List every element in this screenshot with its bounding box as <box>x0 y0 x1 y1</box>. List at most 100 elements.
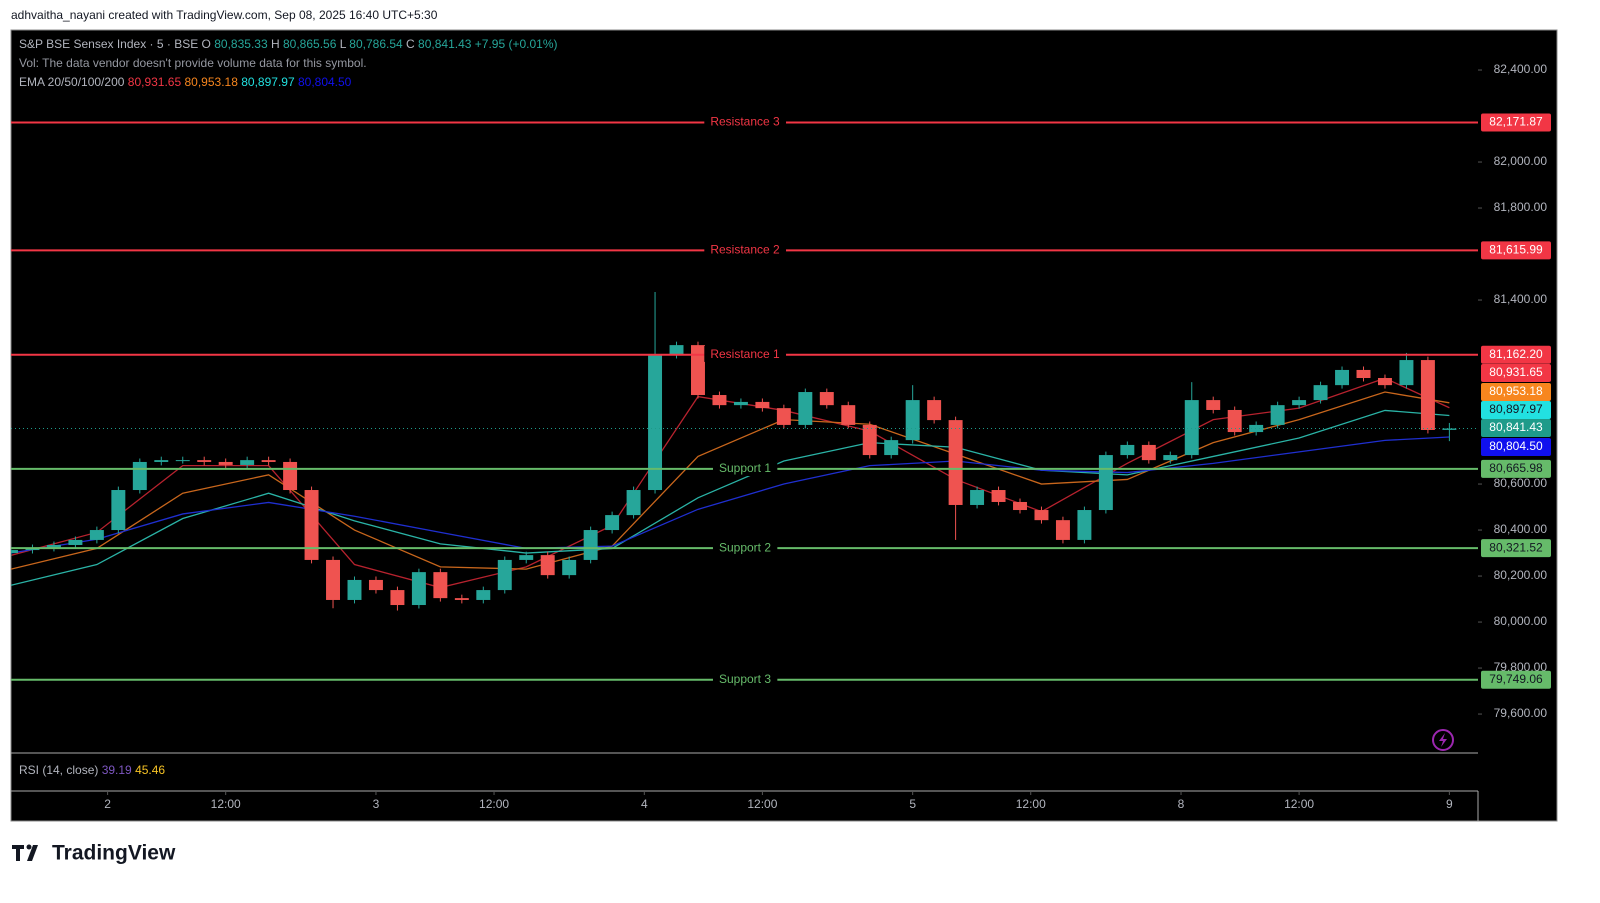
candle-body <box>991 490 1006 502</box>
x-tick-label: 2 <box>104 797 111 811</box>
rsi-legend: RSI (14, close) 39.19 45.46 <box>19 763 165 777</box>
credit: adhvaitha_nayani created with TradingVie… <box>11 8 438 22</box>
level-badge: 79,749.06 <box>1489 672 1543 686</box>
ema-legend-value: 80,804.50 <box>298 75 352 89</box>
level-badge-bg <box>1481 539 1551 558</box>
level-badge: 81,162.20 <box>1489 347 1543 361</box>
candle-body <box>626 490 641 516</box>
candle-body <box>1013 501 1027 511</box>
candle-body <box>347 579 362 600</box>
y-tick-label: 80,200.00 <box>1494 568 1548 582</box>
last-price-badge: 80,841.43 <box>1489 420 1543 434</box>
y-tick-label: 79,600.00 <box>1494 706 1548 720</box>
ema-badge-bg <box>1481 401 1551 419</box>
candle-body <box>798 392 813 425</box>
candle-body <box>1442 428 1457 430</box>
candle-body <box>1313 385 1328 401</box>
level-badge-bg <box>1481 113 1551 132</box>
symbol: S&P BSE Sensex Index · 5 · BSE <box>19 37 198 51</box>
level-name: Resistance 1 <box>710 347 780 361</box>
level-name: Support 2 <box>719 540 771 554</box>
candle-body <box>89 530 104 540</box>
candle-body <box>927 400 942 421</box>
ohlc-letter: O <box>202 37 211 51</box>
candle-body <box>1055 520 1070 540</box>
rsi-value: 45.46 <box>135 763 165 777</box>
ema-line <box>11 409 1450 586</box>
x-tick-label: 9 <box>1446 797 1453 811</box>
candle-body <box>562 559 577 576</box>
level-badge-bg <box>1481 459 1551 478</box>
candle-body <box>1034 510 1049 521</box>
ema-line <box>11 391 1450 570</box>
candle-body <box>884 440 899 456</box>
candle-body <box>970 490 985 505</box>
candle-body <box>1377 378 1392 386</box>
level-name-bg <box>704 241 787 258</box>
lightning-circle[interactable] <box>1432 729 1454 751</box>
candle-body <box>46 544 61 548</box>
candle-body <box>648 355 663 491</box>
ema-badge-bg <box>1481 383 1551 401</box>
candle-body <box>1077 510 1092 540</box>
level-badge-bg <box>1481 670 1551 689</box>
candle-body <box>819 392 834 406</box>
x-tick-label: 12:00 <box>747 797 777 811</box>
candle-body <box>841 405 856 425</box>
candle-body <box>283 461 298 491</box>
candle-body <box>905 400 920 441</box>
level-badge-bg <box>1481 241 1551 260</box>
header-line: S&P BSE Sensex Index · 5 · BSE O 80,835.… <box>19 37 558 51</box>
change: +7.95 (+0.01%) <box>475 37 558 51</box>
ema-badge-bg <box>1481 438 1551 456</box>
candle-body <box>691 345 705 396</box>
lightning-bolt[interactable] <box>1439 733 1447 747</box>
candle-body <box>240 460 255 465</box>
level-name-bg <box>704 113 787 130</box>
x-tick-label: 12:00 <box>1016 797 1046 811</box>
rsi-name: RSI (14, close) <box>19 763 98 777</box>
x-tick-label: 12:00 <box>479 797 509 811</box>
y-tick-label: 81,400.00 <box>1494 292 1548 306</box>
candle-body <box>390 590 405 606</box>
y-tick-label: 79,800.00 <box>1494 660 1548 674</box>
candle-body <box>1206 400 1221 410</box>
candle-body <box>1292 400 1307 406</box>
candle-body <box>862 424 877 456</box>
candle-body <box>368 579 383 591</box>
candle-body <box>476 590 491 600</box>
ohlc-value: 80,865.56 <box>283 37 337 51</box>
candle-body <box>111 490 126 531</box>
ema-badge-bg <box>1481 364 1551 382</box>
logo-dot <box>26 844 32 850</box>
rsi-value: 39.19 <box>102 763 132 777</box>
candle-body <box>1184 400 1199 456</box>
ema-legend-value: 80,953.18 <box>185 75 239 89</box>
level-name: Resistance 2 <box>710 243 780 257</box>
y-tick-label: 82,000.00 <box>1494 154 1548 168</box>
ema-legend-value: 80,931.65 <box>128 75 182 89</box>
ema-legend-name: EMA 20/50/100/200 <box>19 75 125 89</box>
ema-line <box>11 436 1450 554</box>
candle-body <box>132 461 147 491</box>
level-badge: 80,665.98 <box>1489 461 1543 475</box>
lightning-icon[interactable] <box>1432 729 1454 751</box>
logo: TradingView <box>12 842 176 865</box>
candle-body <box>1163 455 1178 461</box>
candle-body <box>1249 424 1264 433</box>
candle-body <box>1270 405 1285 425</box>
ohlc-letter: H <box>271 37 280 51</box>
candle-body <box>540 555 555 576</box>
y-tick-label: 80,000.00 <box>1494 614 1548 628</box>
candle-body <box>154 460 169 462</box>
candle-body <box>411 572 426 606</box>
candle-body <box>497 559 512 591</box>
candle-body <box>326 559 341 600</box>
ohlc-value: 80,786.54 <box>349 37 403 51</box>
x-tick-label: 12:00 <box>211 797 241 811</box>
candle-body <box>755 401 770 409</box>
level-name-bg <box>712 670 778 687</box>
candle-body <box>1098 455 1113 511</box>
ohlc-letter: L <box>340 37 347 51</box>
level-name: Resistance 3 <box>710 115 780 129</box>
